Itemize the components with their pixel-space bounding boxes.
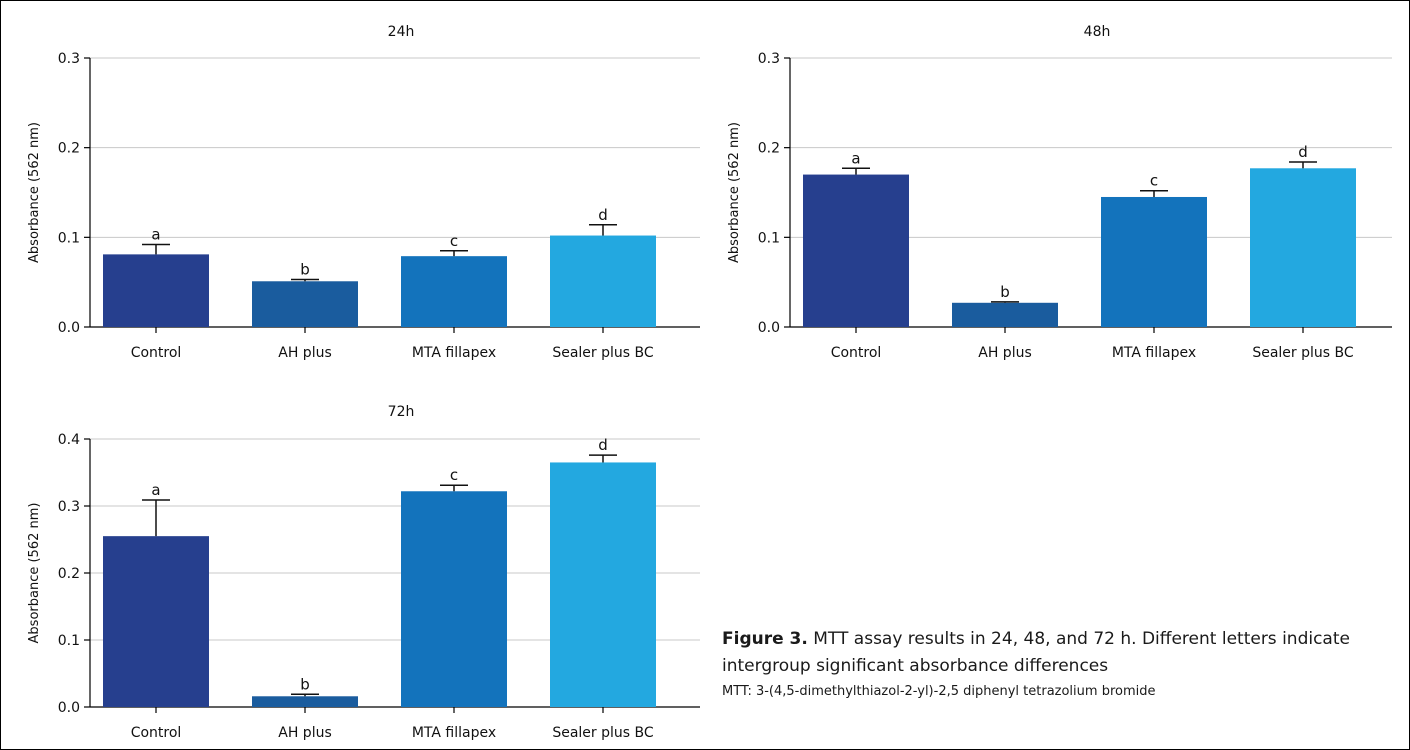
category-label: MTA fillapex [1112, 345, 1196, 361]
category-label: Sealer plus BC [552, 725, 654, 741]
y-axis-label: Absorbance (562 nm) [27, 503, 42, 644]
figure-caption: Figure 3. MTT assay results in 24, 48, a… [722, 626, 1390, 699]
y-tick-label: 0.4 [58, 432, 80, 448]
y-tick-label: 0.2 [58, 566, 80, 582]
bar-ah-plus [252, 281, 358, 327]
bar-sealer-plus-bc [1250, 168, 1356, 327]
significance-letter: d [1298, 143, 1308, 161]
bar-sealer-plus-bc [550, 235, 656, 327]
chart-title: 48h [1084, 24, 1111, 40]
y-tick-label: 0.0 [58, 700, 80, 716]
chart-panel-24h: 24h 0.0 0.1 0.2 0.3 Absorbance (562 nm) a Contr… [27, 24, 700, 361]
significance-letter: b [300, 260, 310, 278]
significance-letter: b [1000, 283, 1010, 301]
category-label: Control [131, 725, 182, 741]
y-tick-label: 0.1 [758, 230, 780, 246]
y-tick-label: 0.3 [758, 51, 780, 67]
category-label: AH plus [278, 345, 332, 361]
bar-mta-fillapex [1101, 196, 1207, 327]
y-tick-label: 0.1 [58, 230, 80, 246]
chart-title: 24h [388, 24, 415, 40]
category-label: MTA fillapex [412, 345, 496, 361]
y-tick-label: 0.2 [58, 141, 80, 157]
y-tick-label: 0.3 [58, 51, 80, 67]
y-tick-label: 0.0 [58, 320, 80, 336]
y-tick-label: 0.2 [758, 141, 780, 157]
significance-letter: d [598, 206, 608, 224]
caption-label: Figure 3. [722, 629, 808, 649]
bar-control [103, 536, 209, 707]
bar-ah-plus [252, 696, 358, 707]
significance-letter: a [151, 226, 160, 244]
bar-control [803, 174, 909, 327]
category-label: Sealer plus BC [552, 345, 654, 361]
category-label: Control [131, 345, 182, 361]
significance-letter: c [450, 466, 458, 484]
category-label: Sealer plus BC [1252, 345, 1354, 361]
category-label: AH plus [278, 725, 332, 741]
y-tick-label: 0.3 [58, 499, 80, 515]
caption-text: MTT assay results in 24, 48, and 72 h. D… [722, 629, 1350, 676]
category-label: AH plus [978, 345, 1032, 361]
significance-letter: c [1150, 172, 1158, 190]
y-axis-label: Absorbance (562 nm) [27, 122, 42, 263]
significance-letter: c [450, 232, 458, 250]
y-axis-label: Absorbance (562 nm) [727, 122, 742, 263]
y-tick-label: 0.1 [58, 633, 80, 649]
category-label: MTA fillapex [412, 725, 496, 741]
bar-sealer-plus-bc [550, 462, 656, 707]
significance-letter: a [151, 481, 160, 499]
significance-letter: d [598, 436, 608, 454]
bar-mta-fillapex [401, 491, 507, 707]
significance-letter: b [300, 675, 310, 693]
caption-footnote: MTT: 3-(4,5-dimethylthiazol-2-yl)-2,5 di… [722, 684, 1156, 699]
significance-letter: a [851, 149, 860, 167]
chart-title: 72h [388, 404, 415, 420]
bar-control [103, 254, 209, 327]
chart-panel-48h: 48h 0.0 0.1 0.2 0.3 Absorbance (562 nm) a Contr… [727, 24, 1392, 361]
bar-ah-plus [952, 302, 1058, 327]
chart-panel-72h: 72h 0.0 0.1 0.2 0.3 0.4 Absorbance (562 nm) a Co… [27, 404, 700, 741]
bar-mta-fillapex [401, 256, 507, 327]
y-tick-label: 0.0 [758, 320, 780, 336]
category-label: Control [831, 345, 882, 361]
